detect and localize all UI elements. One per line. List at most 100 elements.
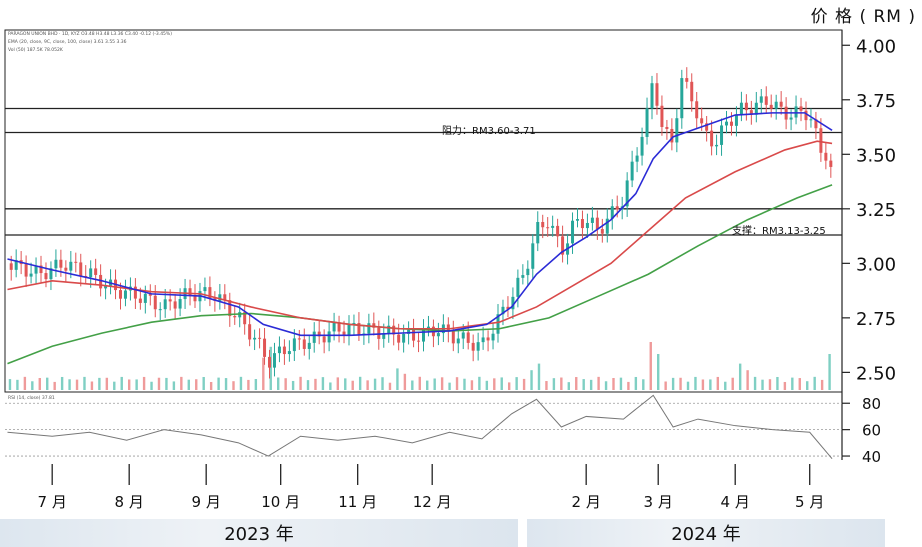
candle-body [74, 261, 78, 263]
month-label: 7 月 [38, 493, 67, 511]
candle-body [491, 333, 495, 341]
candle-body [367, 323, 371, 334]
candle-body [541, 222, 545, 228]
candle-body [635, 155, 639, 162]
volume-bar [366, 380, 369, 390]
volume-bar [209, 381, 213, 390]
volume-bar [813, 376, 816, 390]
volume-bar [686, 381, 690, 390]
volume-bar [657, 354, 660, 390]
volume-bar [388, 382, 392, 390]
candle-body [118, 290, 122, 299]
volume-bar [664, 381, 667, 390]
volume-bar [828, 354, 831, 390]
candle-body [382, 333, 386, 339]
volume-bar [75, 379, 79, 390]
volume-bar [306, 380, 310, 390]
ema-line [7, 184, 833, 365]
volume-bar [291, 380, 295, 390]
volume-bar [791, 377, 794, 390]
candle-body [789, 117, 793, 120]
volume-bar [31, 381, 34, 390]
candle-body [585, 222, 589, 229]
candle-body [705, 123, 709, 131]
volume-bar [16, 379, 19, 390]
volume-bar [68, 379, 71, 390]
candle-body [749, 110, 753, 115]
volume-bar [217, 377, 220, 390]
candle-body [243, 312, 247, 325]
volume-bar [552, 378, 556, 390]
volume-bar [113, 381, 116, 390]
year-label-2024: 2024 年 [671, 524, 741, 545]
candle-body [312, 331, 316, 343]
candle-body [665, 126, 669, 129]
candle-body [228, 300, 232, 317]
legend-ema-line: EMA (20, close, 9C, close, 100, close) 3… [8, 40, 127, 45]
candle-body [680, 78, 684, 119]
candle-body [34, 265, 38, 274]
candle-body [590, 217, 594, 223]
candle-body [799, 106, 803, 111]
volume-bar [515, 377, 518, 390]
candle-body [511, 296, 515, 310]
candle-body [14, 260, 18, 270]
volume-bar [239, 376, 243, 390]
candle-body [605, 218, 609, 234]
legend-symbol-line: PARAGON UNION BHD · 1D, KYZ O3.48 H3.48 … [8, 32, 172, 37]
volume-bar [783, 381, 787, 390]
candle-body [685, 78, 689, 82]
candle-body [44, 273, 48, 280]
volume-bar [120, 376, 123, 390]
volume-bar [753, 376, 757, 390]
volume-bar [709, 379, 712, 390]
candle-body [531, 243, 535, 269]
volume-bar [642, 379, 645, 390]
volume-bar [604, 381, 608, 390]
volume-bar [537, 363, 541, 390]
candle-body [54, 259, 58, 269]
candle-body [143, 293, 147, 303]
candle-body [203, 287, 207, 292]
candle-body [337, 323, 341, 332]
candle-body [690, 81, 694, 102]
candle-body [178, 299, 182, 309]
candle-body [173, 301, 177, 309]
volume-bar [671, 377, 675, 390]
volume-bar [627, 381, 630, 390]
volume-bar [738, 363, 742, 390]
volume-bar [798, 378, 801, 390]
candle-body [670, 128, 674, 143]
candle-body [734, 114, 738, 126]
volume-bar [180, 376, 183, 390]
candle-body [744, 102, 748, 111]
candle-body [476, 342, 480, 351]
candle-body [451, 331, 455, 344]
candle-body [223, 294, 227, 301]
candle-body [595, 217, 599, 230]
candle-body [372, 323, 376, 328]
candle-body [412, 329, 416, 341]
candle-body [819, 128, 823, 153]
candle-body [456, 338, 460, 344]
volume-bar [440, 377, 444, 390]
volume-bar [567, 382, 570, 390]
candle-body [561, 236, 565, 255]
volume-bar [545, 381, 548, 390]
candle-body [99, 274, 103, 289]
volume-bar [344, 378, 347, 390]
candle-body [720, 125, 724, 145]
legend-volume-line: Vol (50) 187.5K 78.052K [8, 48, 63, 53]
candle-body [461, 332, 465, 339]
volume-bar [522, 378, 526, 390]
candle-body [759, 96, 763, 103]
candle-body [148, 293, 152, 296]
volume-bar [768, 379, 772, 390]
candle-body [580, 219, 584, 229]
volume-bar [649, 342, 652, 390]
volume-bar [38, 378, 41, 390]
volume-bar [507, 382, 511, 390]
volume-bar [165, 377, 168, 390]
candle-body [779, 101, 783, 107]
